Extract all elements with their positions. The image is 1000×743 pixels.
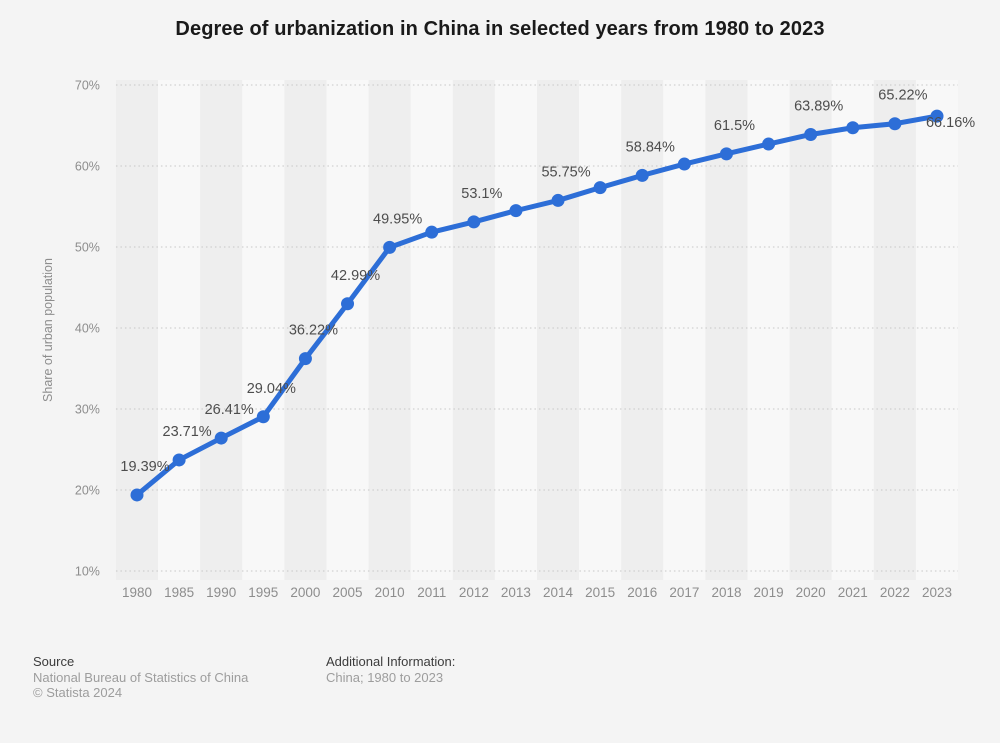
data-point-label: 49.95% [373,211,422,227]
plot-band [705,80,748,580]
plot-band [536,80,580,580]
x-tick-label: 2014 [543,585,574,600]
x-tick-label: 1990 [206,585,236,600]
x-tick-label: 2020 [796,585,826,600]
plot-band [158,80,201,580]
y-tick-label: 50% [75,241,100,255]
data-point [172,453,186,467]
plot-band [873,80,916,580]
x-tick-label: 2019 [754,585,784,600]
data-point [804,127,818,141]
data-point [383,240,397,254]
data-point [593,181,607,195]
data-point [551,193,565,207]
y-tick-label: 60% [75,160,100,174]
plot-band [579,80,622,580]
x-tick-label: 2000 [290,585,320,600]
data-point [635,168,649,182]
data-point [677,157,691,171]
x-tick-label: 2016 [627,585,657,600]
x-tick-label: 2021 [838,585,868,600]
data-point-label: 63.89% [794,98,843,114]
data-point [214,431,228,445]
data-point-label: 36.22% [289,323,338,339]
x-tick-label: 1995 [248,585,278,600]
plot-band [284,80,327,580]
plot-band [621,80,664,580]
data-point [719,147,733,161]
data-point [256,410,270,424]
data-point-label: 65.22% [878,88,927,104]
data-point [888,117,902,131]
x-tick-label: 2017 [669,585,699,600]
x-tick-label: 2022 [880,585,910,600]
source-name: National Bureau of Statistics of China [33,669,249,685]
y-tick-label: 20% [75,484,100,498]
data-point-label: 26.41% [205,402,254,418]
line-chart-plot: 70% 60% 50% 40% 30% 20% 10% 1980 1985 1990 1995 200… [41,79,975,601]
data-point [762,137,776,151]
data-point-label: 29.04% [247,381,296,397]
plot-band [200,80,243,580]
y-tick-label: 10% [75,565,100,579]
data-point [130,488,144,502]
data-point [846,121,860,135]
data-point [467,215,481,229]
source-heading: Source [33,654,75,669]
y-tick-label: 30% [75,403,100,417]
additional-information-heading: Additional Information: [326,654,456,669]
data-point-label: 23.71% [163,424,212,440]
plot-band [747,80,790,580]
y-tick-label: 70% [75,79,100,93]
x-tick-label: 1980 [122,585,152,600]
source-block: Source National Bureau of Statistics of … [33,654,248,701]
plot-band [368,80,411,580]
data-point [341,297,355,311]
additional-information-block: Additional Information: China; 1980 to 2… [326,654,455,685]
plot-band [452,80,495,580]
x-tick-label: 2011 [417,585,446,600]
x-tick-label: 2023 [922,585,952,600]
x-tick-label: 2013 [501,585,531,600]
chart-title: Degree of urbanization in China in selec… [175,18,825,40]
data-point-label: 66.16% [926,115,975,131]
data-point-label: 58.84% [626,139,675,155]
additional-information-value: China; 1980 to 2023 [326,669,444,685]
data-point-label: 55.75% [541,164,590,180]
y-axis-title: Share of urban population [41,258,55,402]
data-point [509,204,523,218]
plot-band [915,80,959,580]
plot-band [242,80,285,580]
plot-band [494,80,537,580]
trend-line [134,113,940,498]
data-point [425,225,439,239]
data-point-label: 53.1% [461,186,502,202]
data-point-label: 19.39% [120,459,169,475]
plot-band [115,80,159,580]
x-tick-label: 2005 [333,585,363,600]
x-tick-label: 2018 [711,585,741,600]
statista-copyright: © Statista 2024 [33,685,123,700]
data-point-label: 61.5% [714,118,755,134]
y-tick-label: 40% [75,322,100,336]
x-tick-label: 2012 [459,585,489,600]
data-point-label: 42.99% [331,268,380,284]
x-tick-label: 1985 [164,585,194,600]
x-tick-label: 2015 [585,585,615,600]
plot-band [789,80,832,580]
plot-band [326,80,369,580]
data-point [930,109,944,123]
data-point [298,352,312,366]
x-tick-label: 2010 [375,585,405,600]
plot-band [410,80,453,580]
plot-band [831,80,874,580]
